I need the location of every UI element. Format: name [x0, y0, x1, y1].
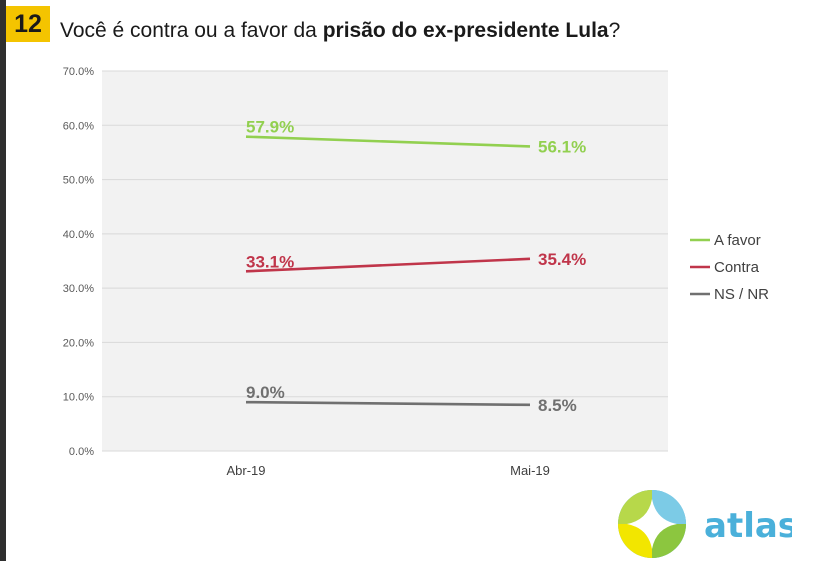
atlas-logo: atlas [618, 490, 792, 558]
legend-label-a-favor: A favor [714, 232, 761, 249]
data-label-a-favor: 57.9% [246, 118, 294, 137]
slide-number-badge: 12 [6, 6, 50, 42]
series-layer [245, 135, 531, 407]
atlas-logo-text: atlas [704, 506, 792, 546]
frame-left-border [0, 0, 6, 561]
legend: A favor Contra NS / NR [690, 232, 769, 303]
data-label-contra: 33.1% [246, 252, 294, 271]
x-category-label: Mai-19 [510, 463, 550, 478]
data-label-contra: 35.4% [538, 250, 586, 269]
y-tick-label: 70.0% [63, 66, 94, 78]
grid-layer [102, 70, 668, 452]
data-label-ns-nr: 9.0% [246, 383, 285, 402]
data-label-a-favor: 56.1% [538, 137, 586, 156]
legend-label-contra: Contra [714, 259, 760, 276]
slide-number: 12 [14, 9, 42, 38]
series-line-a-favor [245, 135, 531, 148]
atlas-logo-mark [618, 490, 686, 558]
title-bold: prisão do ex-presidente Lula [322, 19, 609, 42]
plot-area [102, 71, 668, 451]
data-label-ns-nr: 8.5% [538, 396, 577, 415]
y-tick-label: 0.0% [69, 446, 94, 458]
y-axis-ticks: 0.0% 10.0% 20.0% 30.0% 40.0% 50.0% 60.0% 70.0% [63, 66, 94, 458]
y-tick-label: 60.0% [63, 120, 94, 132]
x-axis-categories: Abr-19 Mai-19 [226, 463, 549, 478]
x-category-label: Abr-19 [226, 463, 265, 478]
series-line-contra [245, 257, 531, 273]
series-line-ns-nr [245, 400, 531, 407]
data-labels: 57.9% 56.1% 33.1% 35.4% 9.0% 8.5% [246, 118, 586, 415]
y-tick-label: 20.0% [63, 337, 94, 349]
y-tick-label: 30.0% [63, 283, 94, 295]
page-title: Você é contra ou a favor da prisão do ex… [60, 19, 620, 43]
y-tick-label: 10.0% [63, 392, 94, 404]
y-tick-label: 40.0% [63, 229, 94, 241]
title-suffix: ? [608, 19, 621, 42]
legend-label-ns-nr: NS / NR [714, 286, 769, 303]
y-tick-label: 50.0% [63, 175, 94, 187]
title-prefix: Você é contra ou a favor da [60, 19, 323, 42]
